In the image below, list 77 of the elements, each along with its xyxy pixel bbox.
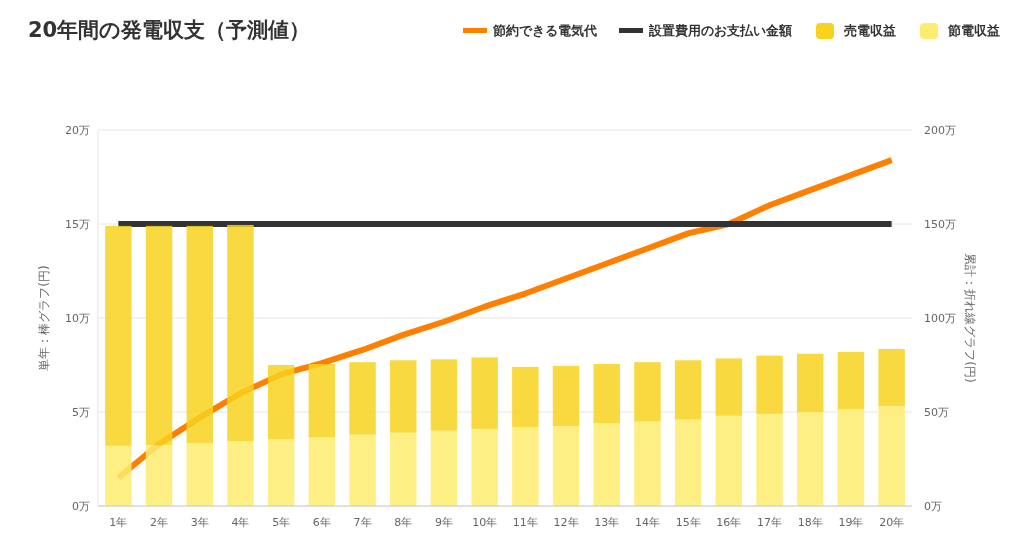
y-tick-label: 10万 (65, 312, 90, 325)
bar (227, 224, 254, 442)
legend-label: 売電収益 (844, 23, 896, 38)
x-tick-label: 18年 (797, 516, 823, 529)
x-tick-label: 16年 (716, 516, 742, 529)
bar (593, 423, 620, 506)
bar (593, 364, 620, 424)
bar (471, 357, 498, 429)
bar (186, 443, 213, 506)
bar (878, 406, 905, 506)
y2-tick-label: 150万 (924, 218, 956, 231)
bar (674, 419, 702, 506)
x-tick-label: 2年 (150, 516, 169, 529)
bar (267, 439, 295, 506)
bar (186, 225, 213, 444)
bar (797, 412, 824, 506)
y-tick-label: 0万 (72, 500, 90, 513)
y2-tick-label: 50万 (924, 406, 949, 419)
bar (430, 430, 458, 506)
x-tick-label: 1年 (109, 516, 128, 529)
bar (349, 362, 376, 435)
bar (512, 366, 539, 428)
bar (308, 364, 336, 438)
bar (308, 437, 336, 506)
bar (227, 441, 254, 506)
y2-tick-label: 100万 (924, 312, 956, 325)
bar (145, 225, 173, 445)
bar (552, 426, 580, 506)
x-tick-label: 4年 (231, 516, 250, 529)
bar (512, 427, 539, 506)
bar (430, 359, 458, 431)
bar (634, 421, 661, 506)
chart-title: 20年間の発電収支（予測値） (28, 18, 311, 42)
y2-tick-label: 0万 (924, 500, 942, 513)
bar (674, 360, 702, 420)
bar (837, 409, 865, 506)
bar (390, 360, 417, 433)
bar (878, 349, 905, 407)
bar (715, 358, 743, 416)
legend-label: 節電収益 (947, 23, 1000, 38)
bar (797, 353, 824, 412)
x-tick-label: 10年 (472, 516, 498, 529)
bar (715, 415, 743, 506)
bar (105, 225, 132, 446)
x-tick-label: 9年 (434, 516, 453, 529)
y-tick-label: 5万 (72, 406, 90, 419)
legend-label: 設置費用のお支払い金額 (648, 23, 792, 38)
y-tick-label: 15万 (65, 218, 90, 231)
x-tick-label: 15年 (675, 516, 701, 529)
x-tick-label: 12年 (553, 516, 579, 529)
bar (390, 432, 417, 506)
y-axis-title: 単年：棒グラフ(円) (37, 265, 51, 371)
x-tick-label: 7年 (353, 516, 372, 529)
bar (105, 445, 132, 506)
y2-axis-title: 累計：折れ線グラフ(円) (963, 253, 977, 383)
bar (552, 365, 580, 427)
x-tick-label: 5年 (272, 516, 291, 529)
bar (756, 355, 783, 414)
bar (471, 428, 498, 506)
x-tick-label: 20年 (879, 516, 905, 529)
x-tick-label: 19年 (838, 516, 864, 529)
x-tick-label: 13年 (594, 516, 620, 529)
x-tick-label: 17年 (757, 516, 783, 529)
x-tick-label: 14年 (634, 516, 660, 529)
x-tick-label: 3年 (190, 516, 209, 529)
x-tick-label: 8年 (394, 516, 413, 529)
x-tick-label: 11年 (512, 516, 538, 529)
bar (267, 365, 295, 440)
bar (756, 413, 783, 506)
x-tick-label: 6年 (312, 516, 331, 529)
bar (837, 351, 865, 410)
bar (145, 444, 173, 506)
legend-label: 節約できる電気代 (492, 23, 597, 38)
y2-tick-label: 200万 (924, 124, 956, 137)
bar (349, 434, 376, 506)
bar (634, 362, 661, 422)
y-tick-label: 20万 (65, 124, 90, 137)
